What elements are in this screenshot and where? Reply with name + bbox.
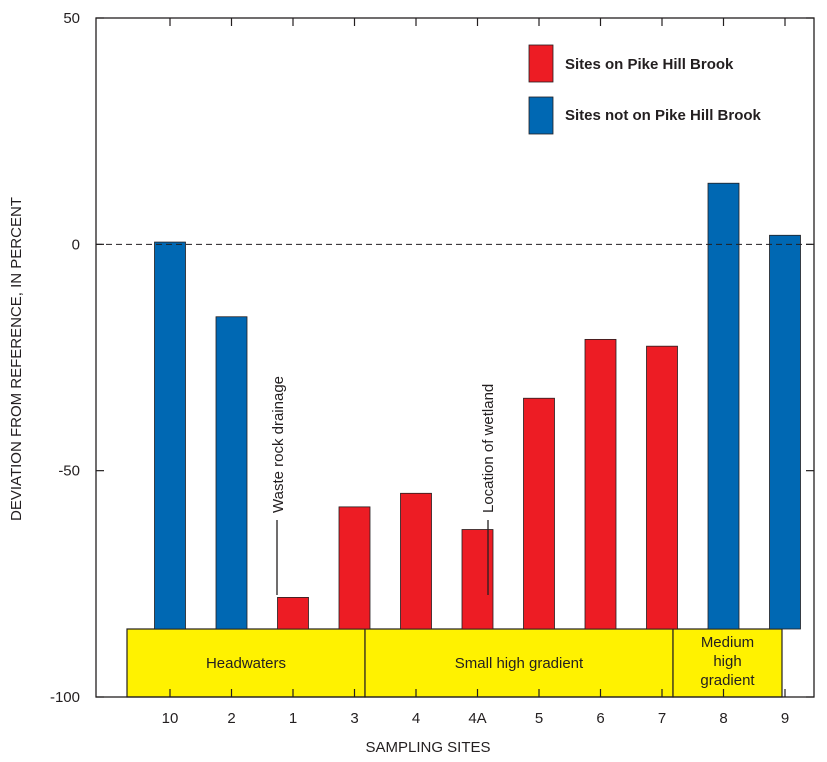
bar-site-8 bbox=[707, 182, 740, 630]
x-tick-label: 2 bbox=[227, 710, 235, 727]
zone-label-medium-high-gradient: Medium high gradient bbox=[700, 634, 755, 689]
x-tick-label: 3 bbox=[350, 710, 358, 727]
y-axis-label: DEVIATION FROM REFERENCE, IN PERCENT bbox=[8, 197, 25, 521]
zone-label-headwaters: Headwaters bbox=[206, 655, 286, 672]
x-axis-ticks: 10 2 1 3 4 4A 5 6 7 8 9 bbox=[162, 18, 789, 727]
x-tick-label: 4 bbox=[412, 710, 420, 727]
x-tick-label: 6 bbox=[596, 710, 604, 727]
annotation-location-of-wetland: Location of wetland bbox=[480, 384, 497, 595]
legend-swatch-not-on-brook bbox=[528, 96, 554, 135]
annotation-waste-rock-text: Waste rock drainage bbox=[270, 376, 287, 513]
zone-label-small-high-gradient: Small high gradient bbox=[455, 655, 584, 672]
zone-small-high-gradient bbox=[364, 628, 674, 698]
bar-site-3 bbox=[338, 506, 371, 630]
bar-site-6 bbox=[584, 338, 617, 630]
bar-site-2 bbox=[215, 316, 248, 630]
y-tick-label: -100 bbox=[50, 689, 80, 706]
x-axis-label: SAMPLING SITES bbox=[365, 739, 490, 756]
x-tick-label: 8 bbox=[719, 710, 727, 727]
x-tick-label: 4A bbox=[468, 710, 486, 727]
bar-site-10 bbox=[154, 241, 186, 630]
x-tick-label: 7 bbox=[658, 710, 666, 727]
bar-site-4 bbox=[400, 492, 432, 630]
y-tick-label: 0 bbox=[72, 236, 80, 253]
zone-headwaters bbox=[126, 628, 366, 698]
plot-area-frame bbox=[95, 17, 815, 698]
bars bbox=[154, 182, 801, 630]
x-tick-label: 9 bbox=[781, 710, 789, 727]
gradient-zones: Headwaters Small high gradient Medium high g… bbox=[126, 628, 783, 698]
legend-label-on-brook: Sites on Pike Hill Brook bbox=[565, 56, 734, 73]
x-tick-label: 10 bbox=[162, 710, 179, 727]
x-tick-label: 1 bbox=[289, 710, 297, 727]
bar-site-9 bbox=[769, 234, 801, 630]
bar-site-5 bbox=[523, 397, 555, 630]
legend: Sites on Pike Hill Brook Sites not on Pi… bbox=[528, 44, 762, 135]
y-tick-label: 50 bbox=[63, 10, 80, 27]
x-tick-label: 5 bbox=[535, 710, 543, 727]
legend-label-not-on-brook: Sites not on Pike Hill Brook bbox=[565, 107, 762, 124]
annotation-wetland-text: Location of wetland bbox=[480, 384, 497, 513]
legend-swatch-on-brook bbox=[528, 44, 554, 83]
annotation-waste-rock-drainage: Waste rock drainage bbox=[270, 376, 287, 595]
y-tick-label: -50 bbox=[58, 463, 80, 480]
bar-site-7 bbox=[646, 345, 678, 630]
bar-site-1 bbox=[277, 597, 309, 630]
